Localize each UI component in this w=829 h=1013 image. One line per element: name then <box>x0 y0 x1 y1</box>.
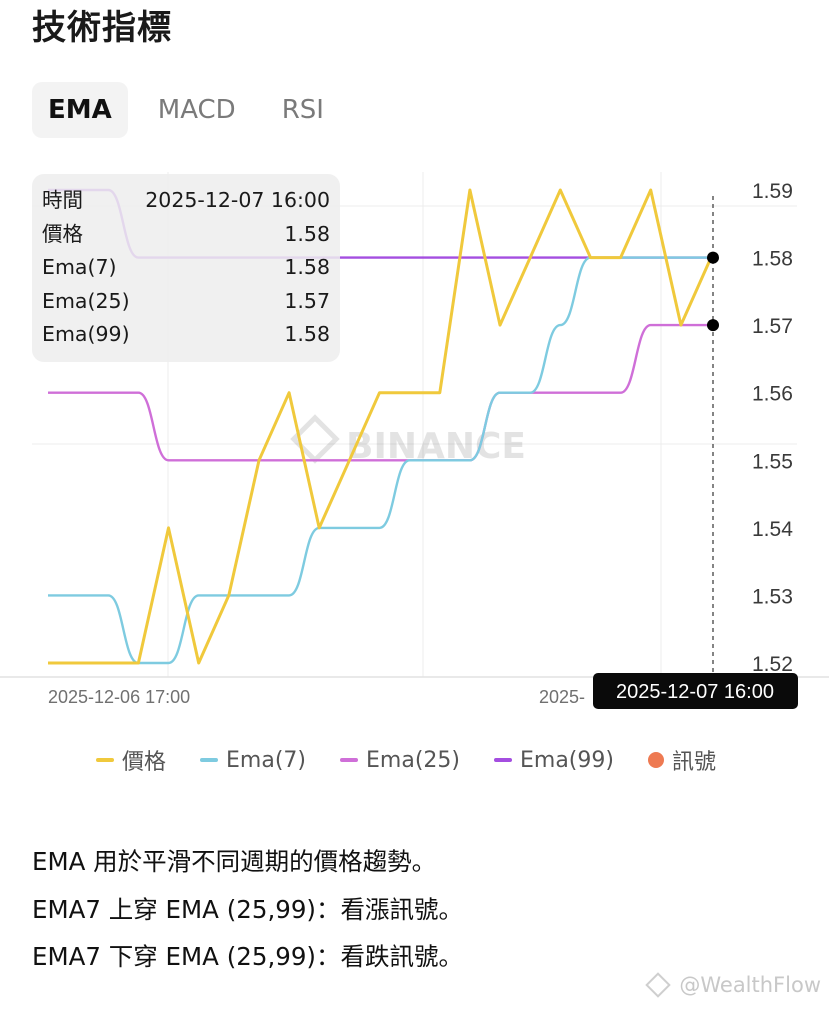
crosshair-point <box>707 251 719 264</box>
crosshair-time-badge <box>593 673 798 709</box>
y-tick-label: 1.52 <box>752 653 793 676</box>
legend-dot-signal <box>647 752 664 768</box>
description-line: EMA7 下穿 EMA (25,99)：看跌訊號。 <box>32 942 463 971</box>
y-tick-label: 1.56 <box>752 383 793 406</box>
tooltip-row-price: 價格 1.58 <box>42 218 330 252</box>
legend-label: 訊號 <box>671 750 716 775</box>
tooltip-label: Ema(25) <box>42 288 130 313</box>
legend-label: Ema(99) <box>519 747 614 773</box>
tooltip-label: 價格 <box>42 221 83 246</box>
tooltip-value: 1.58 <box>284 255 330 280</box>
tab-macd[interactable]: MACD <box>157 95 236 125</box>
description-line: EMA 用於平滑不同週期的價格趨勢。 <box>32 847 437 876</box>
tooltip-label: 時間 <box>42 188 83 212</box>
y-tick-label: 1.55 <box>752 450 793 473</box>
legend-item-ema25[interactable]: Ema(25) <box>340 748 460 773</box>
tab-rsi[interactable]: RSI <box>281 95 324 125</box>
legend-item-price[interactable]: 價格 <box>96 744 166 776</box>
credit-watermark: @WealthFlow <box>645 972 821 998</box>
crosshair-point <box>707 319 719 332</box>
legend-label: 價格 <box>122 750 167 775</box>
y-tick-label: 1.57 <box>752 315 793 338</box>
tooltip-row-ema25: Ema(25) 1.57 <box>42 285 330 319</box>
binance-logo-icon <box>645 972 672 998</box>
legend-item-ema7[interactable]: Ema(7) <box>200 748 306 773</box>
description-line: EMA7 上穿 EMA (25,99)：看漲訊號。 <box>32 894 463 924</box>
tooltip-row-time: 時間 2025-12-07 16:00 <box>42 184 330 218</box>
tab-ema[interactable]: EMA <box>32 82 128 138</box>
chart-legend: 價格 Ema(7) Ema(25) Ema(99) 訊號 <box>96 744 716 776</box>
legend-swatch-price <box>96 758 114 762</box>
tooltip-row-ema99: Ema(99) 1.58 <box>42 318 330 352</box>
binance-logo-icon <box>290 414 340 464</box>
tooltip-value: 2025-12-07 16:00 <box>145 188 330 212</box>
tooltip-label: Ema(99) <box>42 322 130 347</box>
legend-swatch-ema7 <box>200 758 219 762</box>
y-tick-label: 1.58 <box>752 248 793 271</box>
legend-label: Ema(25) <box>366 747 460 773</box>
x-tick-label: 2025-12-06 17:00 <box>48 687 190 707</box>
legend-swatch-ema25 <box>340 758 358 762</box>
legend-item-signal[interactable]: 訊號 <box>647 744 716 776</box>
y-tick-label: 1.53 <box>752 585 793 608</box>
legend-label: Ema(7) <box>226 747 306 773</box>
series-line-price <box>48 188 713 665</box>
y-tick-label: 1.54 <box>752 518 793 541</box>
credit-text: @WealthFlow <box>679 973 821 997</box>
indicator-tabs: EMA MACD RSI <box>32 82 340 138</box>
x-tick-label: 2025- <box>539 687 585 707</box>
tooltip-value: 1.57 <box>284 288 330 313</box>
tooltip-value: 1.58 <box>284 322 330 347</box>
series-line-ema7 <box>48 256 711 665</box>
legend-swatch-ema99 <box>493 758 512 762</box>
y-tick-label: 1.59 <box>752 180 793 203</box>
page-title: 技術指標 <box>32 8 172 48</box>
crosshair-time-label: 2025-12-07 16:00 <box>616 681 774 703</box>
ema-description: EMA 用於平滑不同週期的價格趨勢。 EMA7 上穿 EMA (25,99)：看… <box>32 838 463 981</box>
ema-chart[interactable]: BINANCE1.591.581.571.561.551.541.531.522… <box>0 150 829 730</box>
tooltip-value: 1.58 <box>284 221 330 246</box>
legend-item-ema99[interactable]: Ema(99) <box>493 747 614 773</box>
tooltip-label: Ema(7) <box>42 255 117 280</box>
tooltip-row-ema7: Ema(7) 1.58 <box>42 251 330 285</box>
chart-tooltip: 時間 2025-12-07 16:00 價格 1.58 Ema(7) 1.58 … <box>32 174 340 362</box>
